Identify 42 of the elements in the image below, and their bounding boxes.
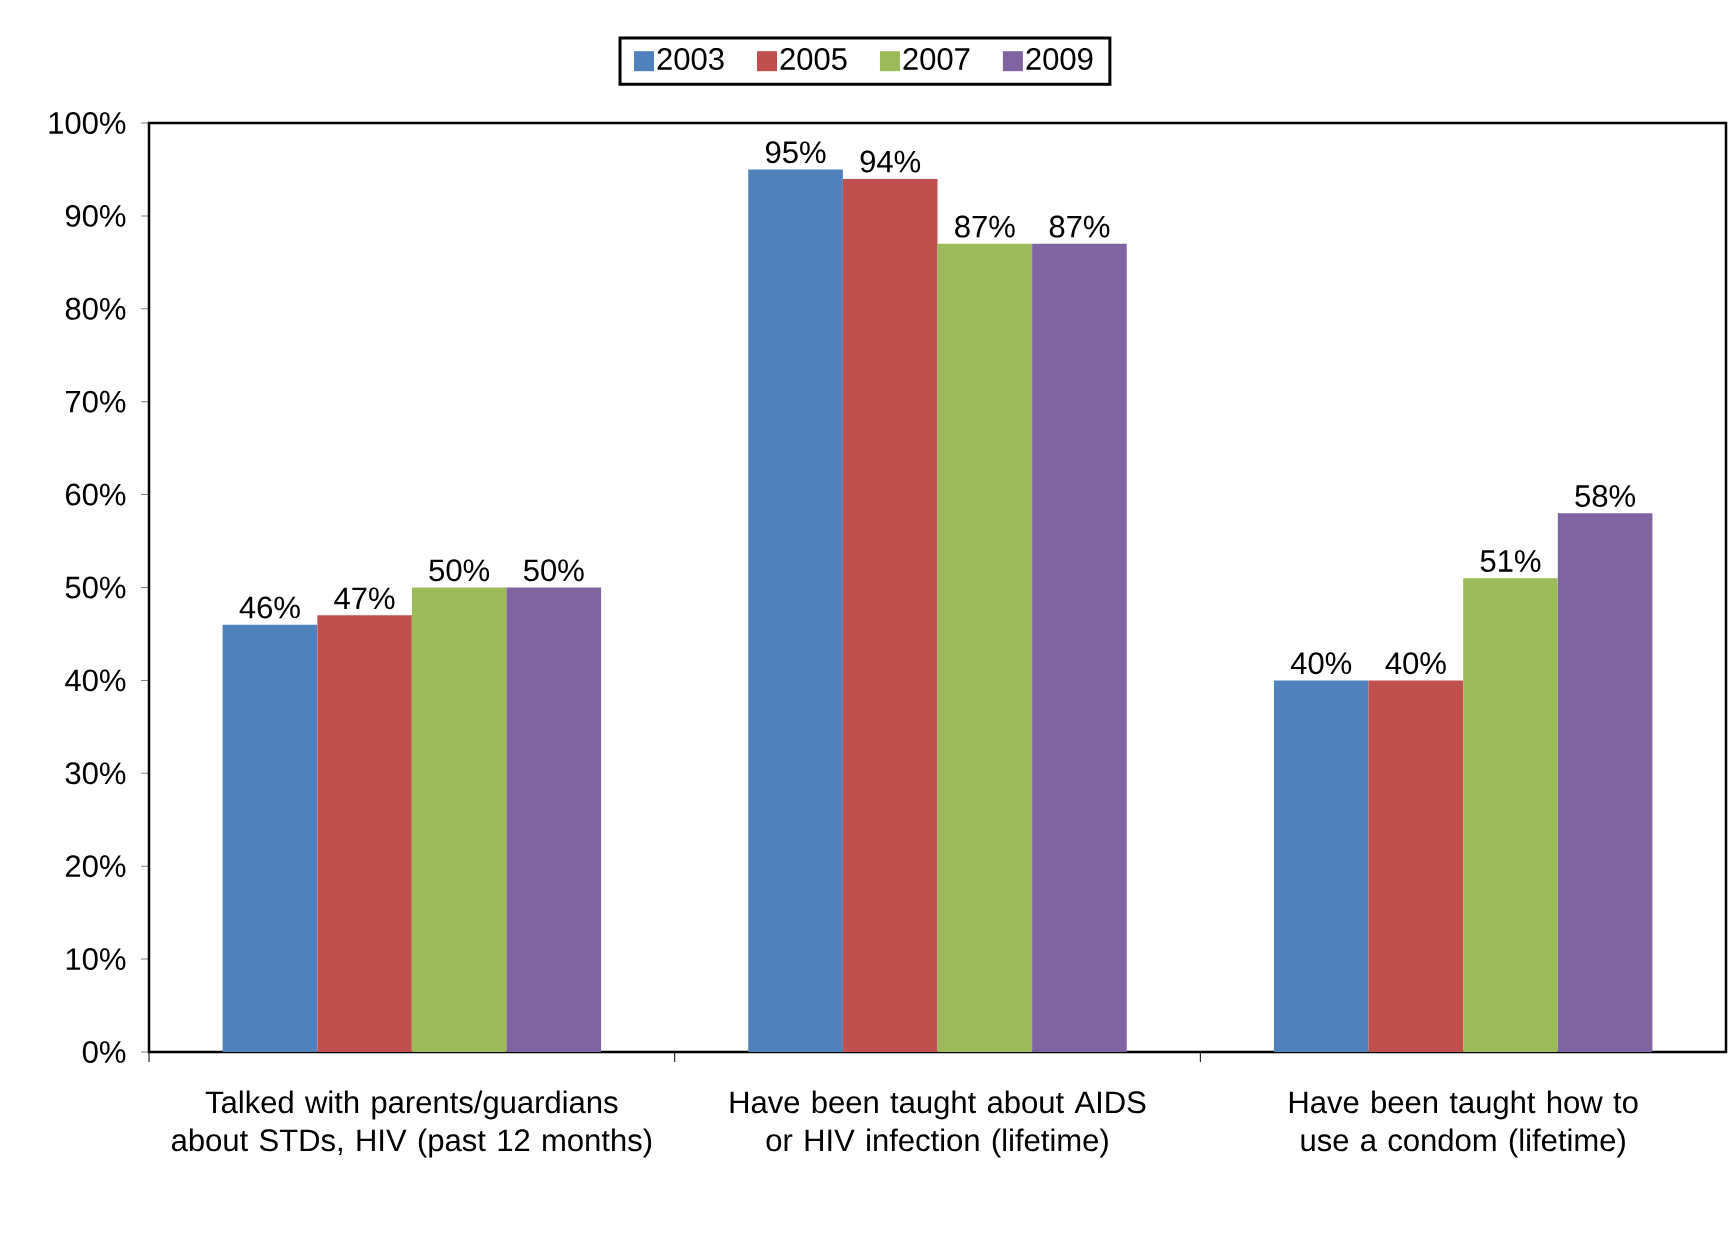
data-label: 40% (1290, 652, 1352, 675)
y-tick-label: 100% (49, 112, 126, 134)
bar (1368, 680, 1464, 1052)
bar (222, 624, 318, 1052)
data-label: 87% (1049, 215, 1110, 238)
y-tick-label: 20% (65, 855, 126, 878)
data-label: 47% (334, 587, 395, 610)
bar (1273, 680, 1369, 1052)
x-tick-label: Talked with parents/guardians about STDs, HIV (past 12 months) (171, 1090, 652, 1158)
bar (1557, 513, 1653, 1052)
data-label: 50% (523, 559, 584, 582)
bar (411, 587, 507, 1052)
data-label: 51% (1480, 550, 1541, 572)
y-tick-label: 50% (65, 576, 126, 599)
data-label: 87% (955, 215, 1015, 238)
bar (1463, 578, 1558, 1052)
y-tick-label: 70% (66, 390, 126, 413)
data-label: 95% (766, 141, 826, 164)
y-tick-label: 10% (66, 948, 126, 971)
bar (506, 587, 602, 1052)
data-label: 50% (429, 559, 490, 582)
legend-label: 2009 (1026, 48, 1093, 70)
data-label: 94% (860, 150, 921, 173)
bar (937, 243, 1033, 1052)
y-tick-label: 40% (65, 669, 126, 692)
legend-label: 2005 (780, 48, 847, 70)
x-tick-label: Have been taught about AIDS or HIV infection (lifetime) (730, 1090, 1146, 1158)
y-tick-label: 90% (65, 204, 126, 227)
y-tick-label: 0% (82, 1041, 126, 1063)
y-tick-label: 60% (66, 483, 126, 506)
y-tick-label: 30% (65, 762, 126, 785)
bar (1032, 243, 1127, 1052)
bar (748, 169, 843, 1052)
legend-label: 2003 (657, 48, 724, 70)
legend-label: 2007 (903, 48, 970, 70)
data-label: 46% (239, 596, 300, 619)
data-label: 58% (1575, 485, 1636, 507)
x-tick-label: Have been taught how to use a condom (lifetime) (1289, 1090, 1638, 1158)
data-label: 40% (1385, 652, 1446, 675)
bar (317, 615, 412, 1052)
bar (842, 178, 938, 1052)
y-tick-label: 80% (65, 297, 126, 320)
